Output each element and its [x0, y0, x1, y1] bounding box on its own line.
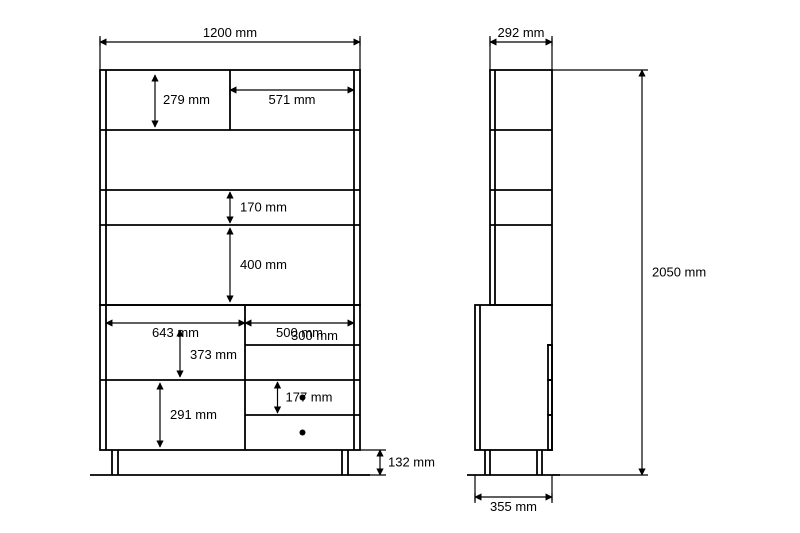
- dim-571: 571 mm: [269, 92, 316, 107]
- dim-643: 643 mm: [152, 325, 199, 340]
- drawer-knob: [300, 430, 306, 436]
- dim-177: 177 mm: [286, 390, 333, 405]
- technical-drawing: 1200 mm571 mm279 mm170 mm400 mm643 mm500…: [0, 0, 800, 533]
- dim-279: 279 mm: [163, 92, 210, 107]
- dim-300: 300 mm: [291, 328, 338, 343]
- dim-373: 373 mm: [190, 347, 237, 362]
- dim-1200: 1200 mm: [203, 25, 257, 40]
- dim-292: 292 mm: [498, 25, 545, 40]
- dim-2050: 2050 mm: [652, 265, 706, 280]
- dim-400: 400 mm: [240, 257, 287, 272]
- dim-132: 132 mm: [388, 455, 435, 470]
- dim-291: 291 mm: [170, 407, 217, 422]
- dim-355: 355 mm: [490, 499, 537, 514]
- dim-170: 170 mm: [240, 200, 287, 215]
- diagram-stage: 1200 mm571 mm279 mm170 mm400 mm643 mm500…: [0, 0, 800, 533]
